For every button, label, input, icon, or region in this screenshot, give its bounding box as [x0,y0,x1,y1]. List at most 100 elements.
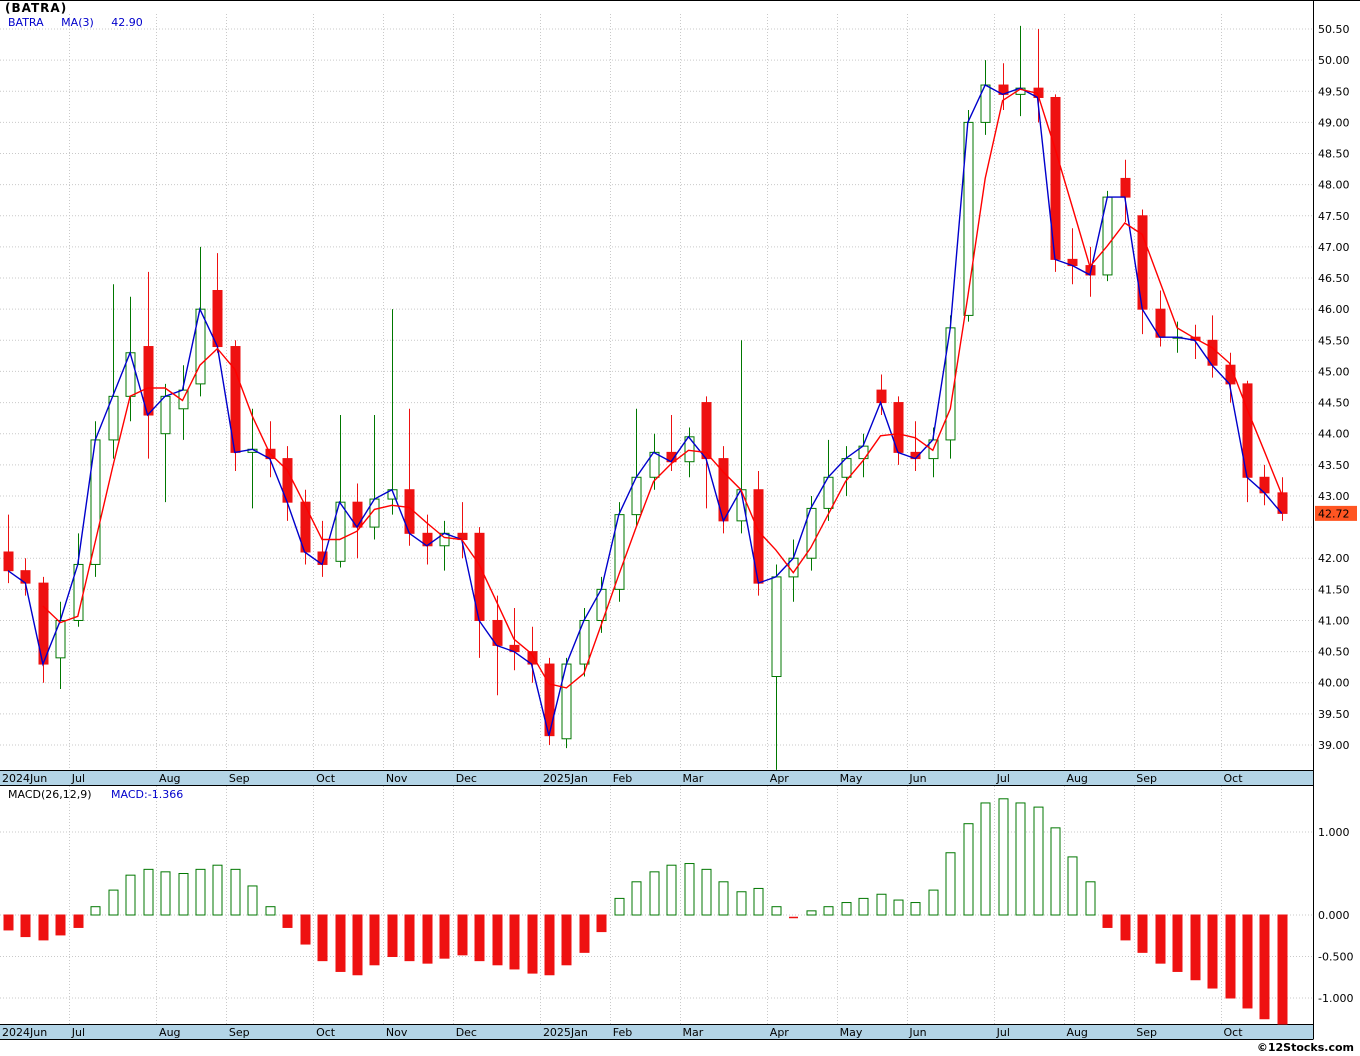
x-axis-band-top [0,771,1313,785]
macd-bar-positive [806,910,817,916]
macd-bar-negative [282,914,293,928]
price-tick-label: 42.00 [1318,552,1350,565]
macd-bar-positive [143,868,154,916]
macd-bar-negative [422,914,433,964]
macd-legend: MACD(26,12,9) MACD:-1.366 [8,788,199,801]
macd-bar-positive [998,798,1009,916]
macd-bar-positive [666,864,677,916]
x-axis-label: Sep [1136,1026,1157,1039]
x-axis-label: Nov [386,1026,408,1039]
macd-bar-negative [300,914,311,945]
candle-body [527,651,538,665]
main-legend: BATRA MA(3) 42.90 [8,16,157,29]
macd-tick-label: 1.000 [1318,826,1350,839]
candle-body [806,507,817,559]
macd-bar-positive [823,906,834,916]
macd-bar-positive [858,897,869,916]
candle-body [335,501,346,562]
macd-bar-positive [212,864,223,916]
x-axis-label: Jul [996,1026,1010,1039]
candle-body [160,395,171,435]
macd-bar-negative [1259,914,1270,1020]
price-tick-label: 47.00 [1318,241,1350,254]
macd-bar-positive [247,885,258,916]
price-tick-label: 48.00 [1318,179,1350,192]
x-axis-label: Jul [71,772,85,785]
macd-bar-positive [718,881,729,916]
macd-bar-negative [1242,914,1253,1009]
x-axis-label: 2024Jun [2,1026,47,1039]
price-tick-label: 49.00 [1318,116,1350,129]
macd-bar-negative [38,914,49,941]
x-axis-label: Oct [316,1026,336,1039]
x-axis-label: 2025Jan [543,1026,588,1039]
price-tick-label: 45.00 [1318,365,1350,378]
candle-body [108,395,119,441]
x-axis-label: Mar [683,1026,704,1039]
macd-bar-positive [910,902,921,916]
macd-bar-negative [561,914,572,966]
x-axis-label: Jun [908,1026,926,1039]
price-tick-label: 39.00 [1318,739,1350,752]
x-axis-label: Nov [386,772,408,785]
macd-bar-negative [1225,914,1236,999]
x-axis-label: Sep [1136,772,1157,785]
macd-tick-label: -1.000 [1318,992,1353,1005]
macd-bar-negative [439,914,450,959]
x-axis-label: Oct [316,772,336,785]
price-tick-label: 40.00 [1318,677,1350,690]
x-axis-label: Apr [770,1026,790,1039]
candle-body [684,436,695,463]
x-axis-label: Jul [996,772,1010,785]
macd-bar-negative [55,914,66,936]
macd-bar-negative [1277,914,1288,1025]
macd-bar-positive [160,871,171,916]
macd-bar-negative [369,914,380,966]
x-axis-label: Apr [770,772,790,785]
macd-bar-positive [876,893,887,916]
macd-bar-negative [544,914,555,976]
macd-bar-negative [20,914,31,938]
macd-bar-negative [527,914,538,974]
macd-bar-negative [404,914,415,962]
macd-bar-positive [841,902,852,916]
macd-bar-positive [980,802,991,916]
x-axis-band-bottom [0,1025,1313,1039]
macd-tick-label: 0.000 [1318,909,1350,922]
price-tick-label: 47.50 [1318,210,1350,223]
candle-body [1120,177,1131,198]
macd-bar-positive [701,868,712,916]
price-tick-label: 45.50 [1318,334,1350,347]
macd-bar-positive [753,887,764,916]
x-axis-label: Aug [1066,1026,1087,1039]
x-axis-label: Aug [1066,772,1087,785]
macd-bar-negative [1137,914,1148,953]
macd-bar-positive [90,906,101,916]
candle-body [701,402,712,460]
candle-body [1137,215,1148,310]
x-axis-label: 2025Jan [543,772,588,785]
price-line [7,84,1283,736]
price-tick-label: 49.50 [1318,85,1350,98]
macd-bar-positive [1033,806,1044,916]
macd-bar-negative [317,914,328,962]
macd-bar-negative [1190,914,1201,981]
candle-body [3,551,14,572]
x-axis-label: Jul [71,1026,85,1039]
macd-bar-positive [736,891,747,916]
candle-body [876,389,887,404]
macd-bar-negative [596,914,607,933]
chart-title: (BATRA) [5,1,68,15]
x-axis-label: Aug [159,1026,180,1039]
price-tick-label: 39.50 [1318,708,1350,721]
copyright: ©12Stocks.com [1256,1041,1354,1054]
x-axis-label: Dec [456,772,477,785]
macd-bar-positive [614,897,625,916]
macd-bar-negative [387,914,398,957]
x-axis-label: May [840,772,863,785]
macd-bar-positive [178,873,189,916]
x-axis-label: 2024Jun [2,772,47,785]
x-axis-label: Jun [908,772,926,785]
